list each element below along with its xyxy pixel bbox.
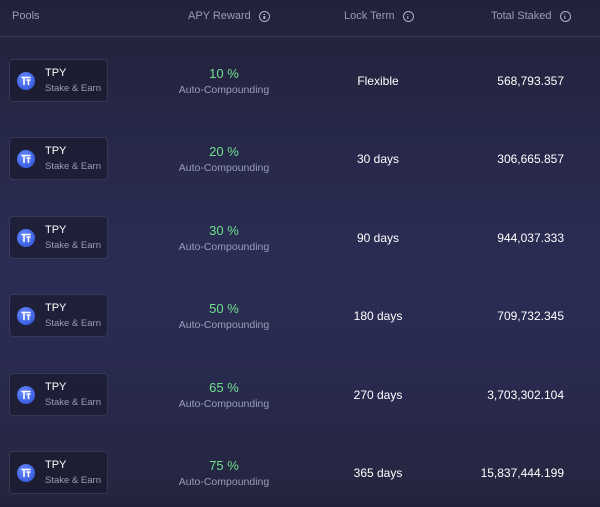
pool-token-name: TPY — [45, 459, 67, 471]
tpy-token-icon — [17, 229, 35, 247]
table-row[interactable]: TPY Stake & Earn 50 % Auto-Compounding 1… — [0, 272, 600, 350]
table-header: Pools APY Reward Lock Term Total Staked — [0, 0, 600, 37]
lock-term: 365 days — [353, 466, 403, 480]
total-staked: 709,732.345 — [497, 309, 564, 323]
header-total-staked-label: Total Staked — [491, 10, 552, 22]
pool-subtitle: Stake & Earn — [45, 475, 101, 486]
header-pools: Pools — [12, 10, 40, 22]
table-row[interactable]: TPY Stake & Earn 75 % Auto-Compounding 3… — [0, 429, 600, 507]
apy-note: Auto-Compounding — [178, 162, 270, 174]
tpy-token-icon — [17, 386, 35, 404]
pool-subtitle: Stake & Earn — [45, 240, 101, 251]
pool-subtitle: Stake & Earn — [45, 161, 101, 172]
pool-subtitle: Stake & Earn — [45, 83, 101, 94]
table-row[interactable]: TPY Stake & Earn 30 % Auto-Compounding 9… — [0, 194, 600, 272]
tpy-token-icon — [17, 72, 35, 90]
tpy-token-icon — [17, 307, 35, 325]
tpy-token-icon — [17, 150, 35, 168]
apy-note: Auto-Compounding — [178, 476, 270, 488]
total-staked: 944,037.333 — [497, 231, 564, 245]
tpy-token-icon — [17, 464, 35, 482]
pool-subtitle: Stake & Earn — [45, 318, 101, 329]
info-icon[interactable] — [258, 10, 270, 22]
pool-card[interactable]: TPY Stake & Earn — [9, 59, 108, 102]
header-lock-term: Lock Term — [344, 10, 414, 22]
apy-note: Auto-Compounding — [178, 319, 270, 331]
pool-card[interactable]: TPY Stake & Earn — [9, 451, 108, 494]
pool-card[interactable]: TPY Stake & Earn — [9, 373, 108, 416]
lock-term: Flexible — [357, 74, 399, 88]
apy-value: 30 % — [209, 223, 239, 238]
pool-token-name: TPY — [45, 381, 67, 393]
table-row[interactable]: TPY Stake & Earn 20 % Auto-Compounding 3… — [0, 115, 600, 193]
header-total-staked: Total Staked — [491, 10, 571, 22]
pool-token-name: TPY — [45, 302, 67, 314]
apy-note: Auto-Compounding — [178, 398, 270, 410]
header-pools-label: Pools — [12, 10, 40, 22]
pool-card[interactable]: TPY Stake & Earn — [9, 216, 108, 259]
header-lock-term-label: Lock Term — [344, 10, 395, 22]
header-apy-reward-label: APY Reward — [188, 10, 251, 22]
apy-value: 50 % — [209, 301, 239, 316]
lock-term: 90 days — [356, 231, 400, 245]
lock-term: 270 days — [353, 388, 403, 402]
apy-value: 10 % — [209, 66, 239, 81]
pool-token-name: TPY — [45, 224, 67, 236]
total-staked: 3,703,302.104 — [487, 388, 564, 402]
pool-token-name: TPY — [45, 145, 67, 157]
apy-value: 20 % — [209, 144, 239, 159]
apy-note: Auto-Compounding — [178, 241, 270, 253]
lock-term: 180 days — [353, 309, 403, 323]
apy-value: 65 % — [209, 380, 239, 395]
pool-subtitle: Stake & Earn — [45, 397, 101, 408]
total-staked: 306,665.857 — [497, 152, 564, 166]
lock-term: 30 days — [356, 152, 400, 166]
total-staked: 15,837,444.199 — [480, 466, 564, 480]
pool-token-name: TPY — [45, 67, 67, 79]
total-staked: 568,793.357 — [497, 74, 564, 88]
apy-value: 75 % — [209, 458, 239, 473]
info-icon[interactable] — [559, 10, 571, 22]
table-row[interactable]: TPY Stake & Earn 10 % Auto-Compounding F… — [0, 37, 600, 115]
info-icon[interactable] — [402, 10, 414, 22]
header-apy-reward: APY Reward — [188, 10, 270, 22]
pool-card[interactable]: TPY Stake & Earn — [9, 137, 108, 180]
pool-card[interactable]: TPY Stake & Earn — [9, 294, 108, 337]
table-row[interactable]: TPY Stake & Earn 65 % Auto-Compounding 2… — [0, 351, 600, 429]
apy-note: Auto-Compounding — [178, 84, 270, 96]
